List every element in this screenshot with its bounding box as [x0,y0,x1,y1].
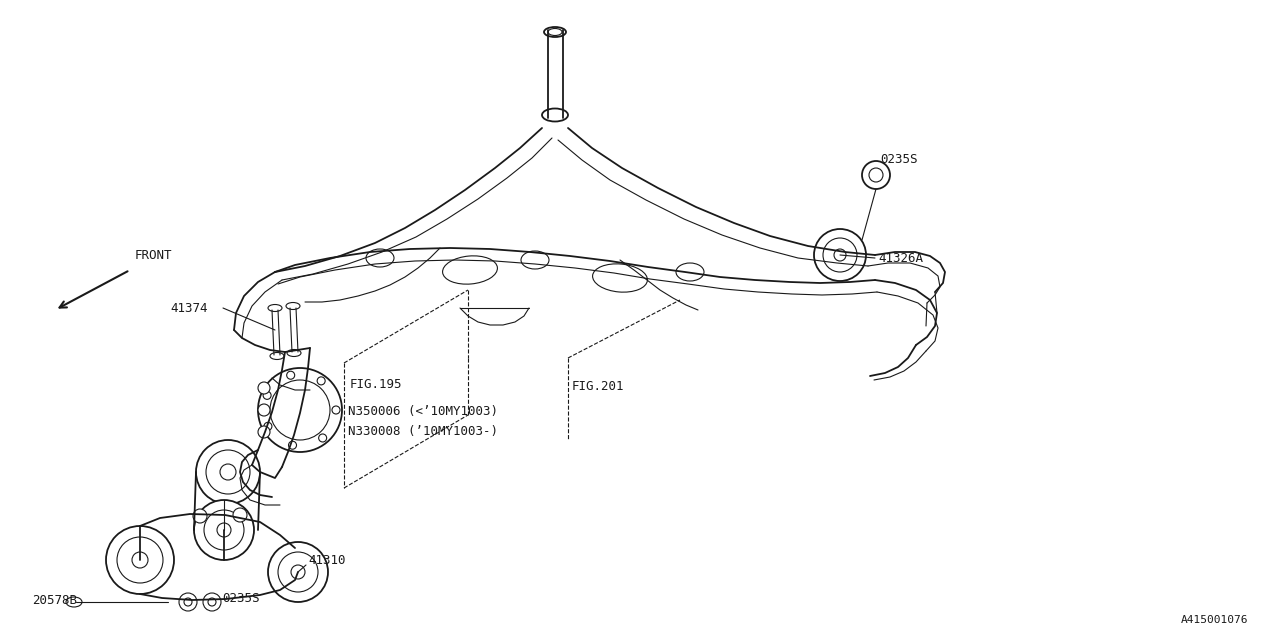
Text: 41310: 41310 [308,554,346,566]
Circle shape [204,593,221,611]
Circle shape [184,598,192,606]
Ellipse shape [544,27,566,37]
Text: 20578B: 20578B [32,593,77,607]
Circle shape [869,168,883,182]
Circle shape [209,598,216,606]
Circle shape [823,238,858,272]
Circle shape [287,371,294,380]
Circle shape [193,509,207,523]
Circle shape [319,434,326,442]
Circle shape [195,500,253,560]
Circle shape [288,441,297,449]
Circle shape [218,523,230,537]
Circle shape [259,426,270,438]
Circle shape [835,249,846,261]
Text: 41326A: 41326A [878,252,923,264]
Circle shape [179,593,197,611]
Circle shape [268,542,328,602]
Circle shape [259,368,342,452]
Text: A415001076: A415001076 [1180,615,1248,625]
Circle shape [332,406,340,414]
Circle shape [317,377,325,385]
Circle shape [814,229,867,281]
Ellipse shape [366,249,394,267]
Circle shape [264,391,271,399]
Circle shape [206,450,250,494]
Circle shape [259,382,270,394]
Circle shape [264,422,271,430]
Text: FRONT: FRONT [134,249,173,262]
Circle shape [233,508,247,522]
Text: 0235S: 0235S [881,153,918,166]
Circle shape [278,552,317,592]
Text: FIG.195: FIG.195 [349,378,402,391]
Ellipse shape [443,256,498,284]
Text: 0235S: 0235S [221,591,260,605]
Circle shape [204,510,244,550]
Ellipse shape [67,597,82,607]
Text: 41374: 41374 [170,301,207,314]
Circle shape [861,161,890,189]
Ellipse shape [287,349,301,356]
Text: N350006 (<’10MY1003): N350006 (<’10MY1003) [348,405,498,418]
Ellipse shape [548,29,562,35]
Ellipse shape [541,109,568,122]
Ellipse shape [285,303,300,310]
Ellipse shape [268,305,282,312]
Circle shape [196,440,260,504]
Circle shape [270,380,330,440]
Circle shape [132,552,148,568]
Text: N330008 (’10MY1003-): N330008 (’10MY1003-) [348,425,498,438]
Circle shape [116,537,163,583]
Ellipse shape [521,251,549,269]
Text: FIG.201: FIG.201 [572,380,625,393]
Circle shape [291,565,305,579]
Circle shape [259,404,270,416]
Ellipse shape [270,353,284,360]
Ellipse shape [593,264,648,292]
Circle shape [220,464,236,480]
Circle shape [106,526,174,594]
Ellipse shape [676,263,704,281]
